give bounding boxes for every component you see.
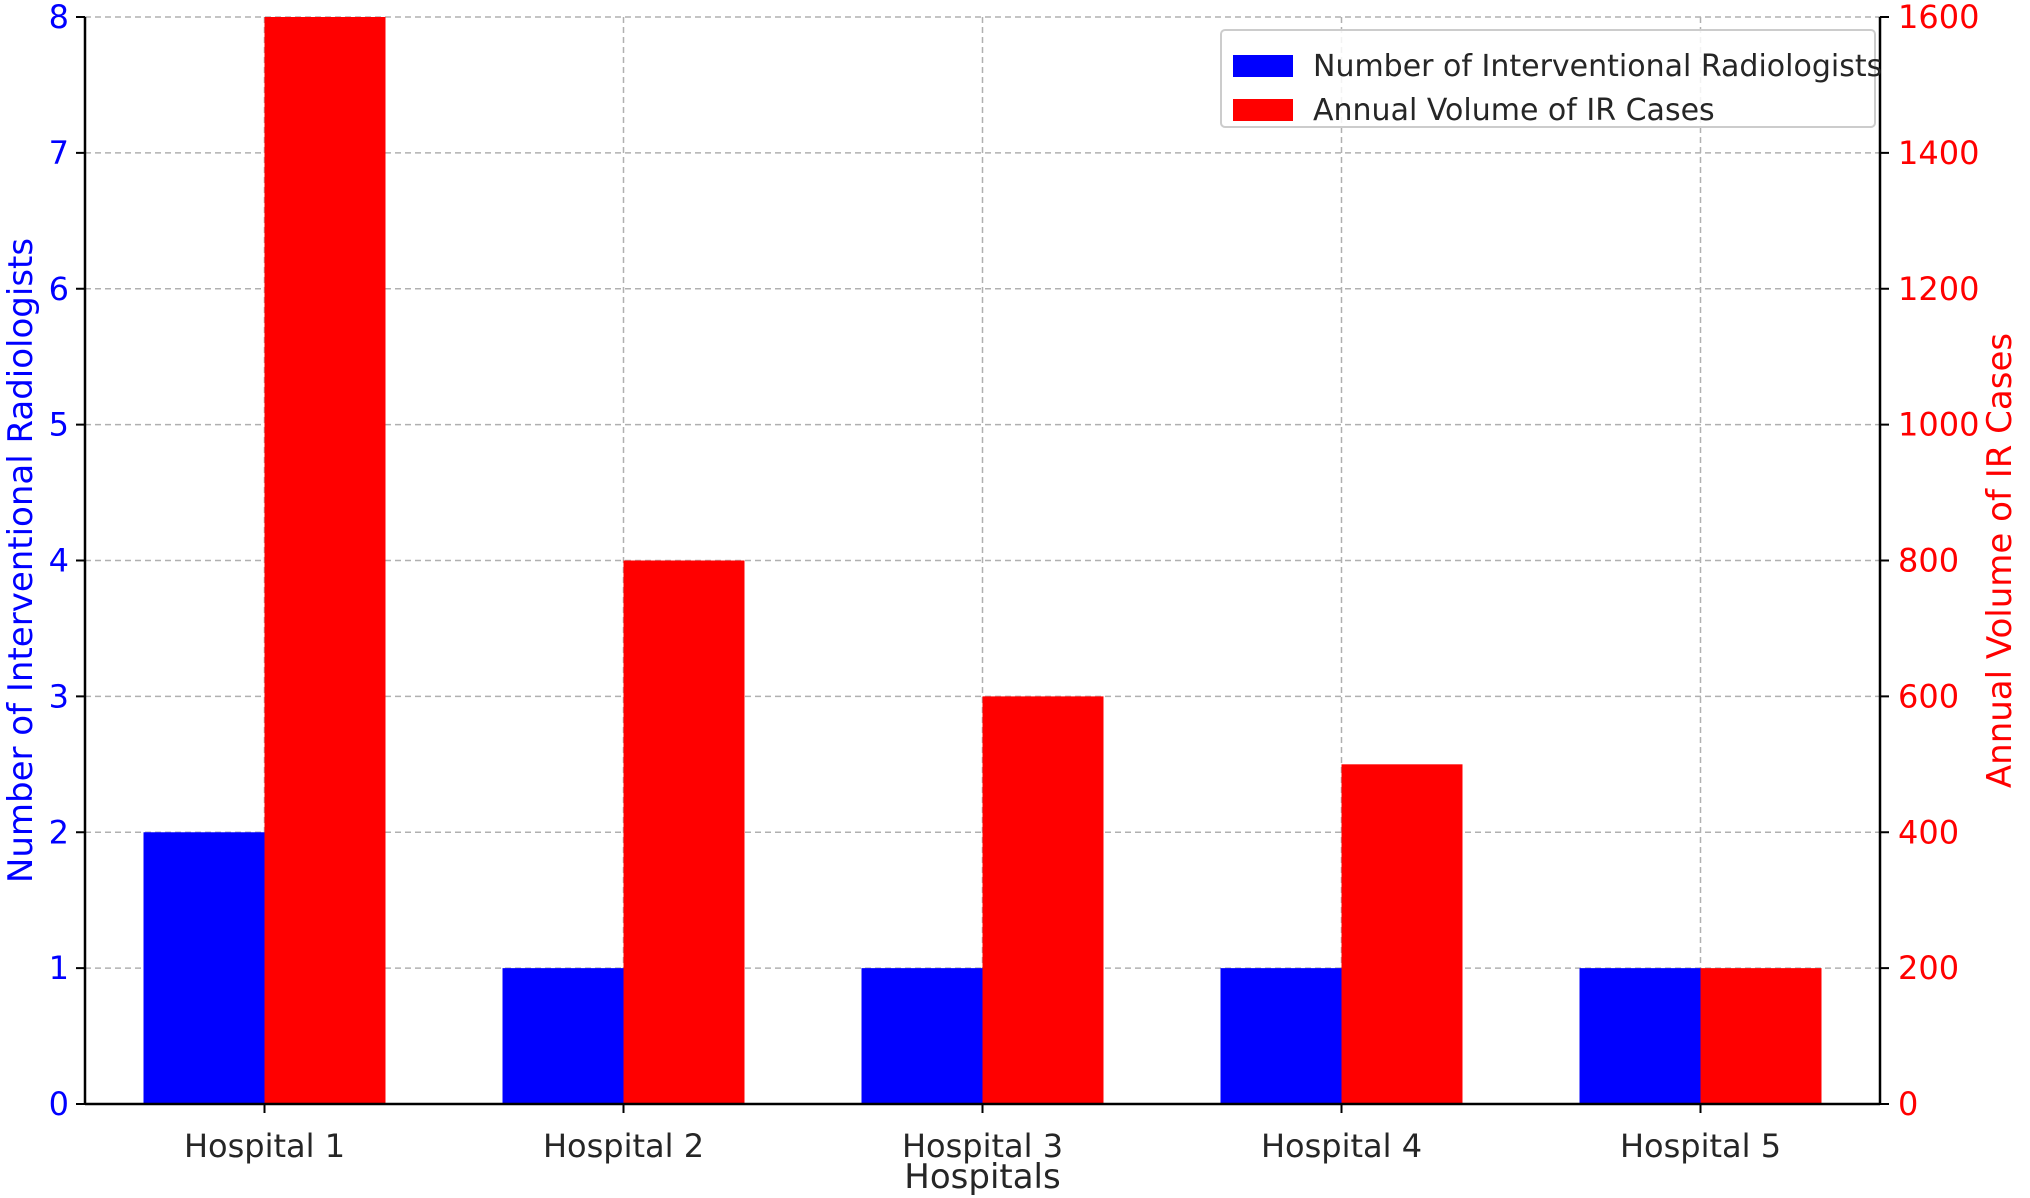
bar-ir-cases	[1341, 764, 1463, 1104]
bar-ir-cases	[982, 696, 1104, 1104]
x-tick-label: Hospital 2	[543, 1127, 704, 1165]
right-tick-label: 0	[1898, 1085, 1918, 1123]
legend-swatch-radiologists	[1233, 55, 1293, 77]
left-tick-label: 6	[49, 270, 69, 308]
right-tick-label: 1400	[1898, 134, 1979, 172]
bar-ir-cases	[623, 560, 745, 1104]
left-tick-label: 4	[49, 542, 69, 580]
bar-radiologists	[143, 832, 265, 1104]
right-y-axis-title: Annual Volume of IR Cases	[1980, 333, 2020, 788]
left-y-axis-ticks: 0 1 2 3 4 5 6 7 8	[49, 0, 85, 1123]
legend-label-radiologists: Number of Interventional Radiologists	[1313, 49, 1882, 84]
legend-swatch-ir-cases	[1233, 99, 1293, 121]
x-tick-label: Hospital 4	[1261, 1127, 1422, 1165]
bar-radiologists	[861, 968, 983, 1104]
x-tick-label: Hospital 5	[1620, 1127, 1781, 1165]
right-tick-label: 800	[1898, 542, 1959, 580]
right-tick-label: 400	[1898, 813, 1959, 851]
bar-radiologists	[1220, 968, 1342, 1104]
legend-box	[1220, 29, 1876, 128]
right-tick-label: 1600	[1898, 0, 1979, 36]
right-tick-label: 600	[1898, 677, 1959, 715]
left-tick-label: 1	[49, 949, 69, 987]
left-tick-label: 3	[49, 677, 69, 715]
legend-label-ir-cases: Annual Volume of IR Cases	[1313, 93, 1715, 128]
x-tick-label: Hospital 1	[184, 1127, 345, 1165]
right-y-axis-ticks: 0 200 400 600 800 1000 1200 1400 1600	[1880, 0, 1979, 1123]
x-axis-ticks: Hospital 1 Hospital 2 Hospital 3 Hospital 4…	[184, 1104, 1781, 1165]
x-axis-title: Hospitals	[904, 1157, 1060, 1197]
right-tick-label: 1000	[1898, 406, 1979, 444]
right-tick-label: 1200	[1898, 270, 1979, 308]
left-tick-label: 5	[49, 406, 69, 444]
right-tick-label: 200	[1898, 949, 1959, 987]
bar-radiologists	[1579, 968, 1701, 1104]
left-tick-label: 7	[49, 134, 69, 172]
x-tick-label: Hospital 3	[902, 1127, 1063, 1165]
bar-radiologists	[502, 968, 624, 1104]
bar-ir-cases	[264, 17, 386, 1104]
left-y-axis-title: Number of Interventional Radiologists	[1, 238, 41, 883]
left-tick-label: 0	[49, 1085, 69, 1123]
bar-ir-cases	[1700, 968, 1822, 1104]
left-tick-label: 2	[49, 813, 69, 851]
legend: Number of Interventional Radiologists An…	[1220, 29, 1882, 128]
bars	[143, 17, 1822, 1104]
left-tick-label: 8	[49, 0, 69, 36]
